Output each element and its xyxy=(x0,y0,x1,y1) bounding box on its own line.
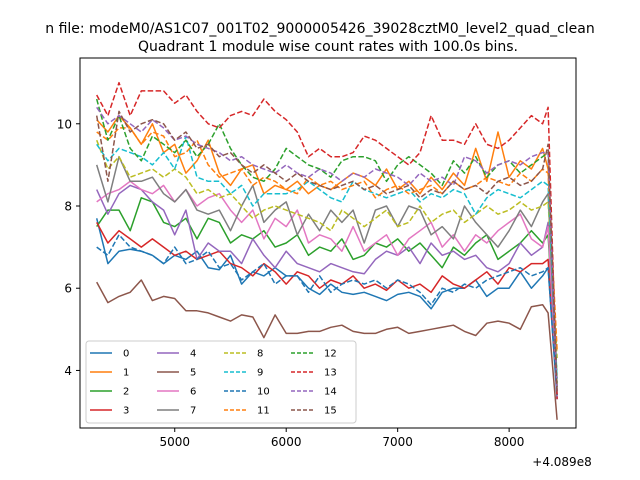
legend-label-7: 7 xyxy=(190,406,196,417)
legend-label-11: 11 xyxy=(257,406,270,417)
x-tick-label-6000: 6000 xyxy=(271,435,302,449)
legend-label-15: 15 xyxy=(324,406,337,417)
y-tick-label-6: 6 xyxy=(64,282,72,296)
x-offset-label: +4.089e8 xyxy=(532,455,591,469)
x-tick-label-5000: 5000 xyxy=(159,435,190,449)
series-line-10 xyxy=(96,234,558,396)
series-line-3 xyxy=(96,222,558,396)
x-tick-label-8000: 8000 xyxy=(494,435,525,449)
legend-label-10: 10 xyxy=(257,387,270,398)
legend-label-4: 4 xyxy=(190,349,196,360)
series-line-4 xyxy=(96,184,558,400)
x-tick-label-7000: 7000 xyxy=(382,435,413,449)
legend-label-14: 14 xyxy=(324,387,337,398)
series-line-14 xyxy=(96,106,558,392)
series-line-9 xyxy=(96,135,558,379)
y-tick-label-10: 10 xyxy=(57,117,72,131)
legend-label-5: 5 xyxy=(190,368,196,379)
legend-box xyxy=(85,340,357,424)
legend-label-1: 1 xyxy=(123,368,129,379)
series-line-13 xyxy=(96,81,558,400)
axes-frame xyxy=(79,57,577,429)
legend-label-9: 9 xyxy=(257,368,263,379)
legend-label-6: 6 xyxy=(190,387,196,398)
legend-label-8: 8 xyxy=(257,349,263,360)
y-tick-label-4: 4 xyxy=(64,364,72,378)
chart-title: Quadrant 1 module wise count rates with … xyxy=(138,39,518,55)
series-line-15 xyxy=(95,110,558,396)
legend-label-0: 0 xyxy=(123,349,129,360)
legend-label-3: 3 xyxy=(123,406,129,417)
series-line-7 xyxy=(95,155,558,392)
figure-suptitle: n file: modeM0/AS1C07_001T02_9000005426_… xyxy=(45,21,594,37)
series-layer xyxy=(95,81,558,420)
legend-label-2: 2 xyxy=(123,387,129,398)
series-line-12 xyxy=(95,98,558,383)
legend-label-13: 13 xyxy=(324,368,337,379)
y-tick-label-8: 8 xyxy=(64,200,72,214)
legend-label-12: 12 xyxy=(324,349,337,360)
series-line-5 xyxy=(96,279,558,420)
